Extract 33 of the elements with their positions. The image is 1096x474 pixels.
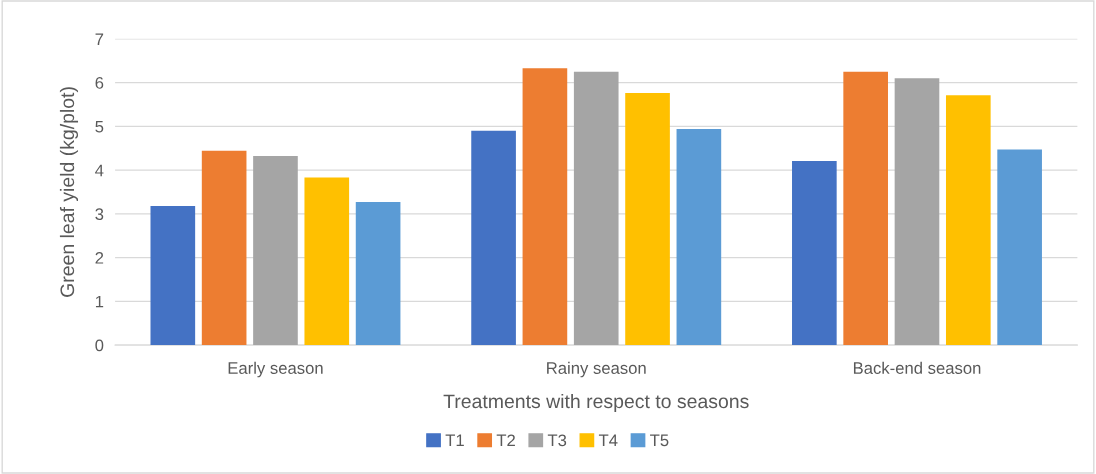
bar <box>997 149 1042 346</box>
bar <box>201 150 247 346</box>
bar <box>304 177 350 346</box>
bar <box>676 128 722 346</box>
x-axis-title: Treatments with respect to seasons <box>443 393 749 413</box>
y-tick-label: 2 <box>95 251 104 264</box>
legend-label: T4 <box>598 434 618 447</box>
bar <box>843 71 888 346</box>
bar <box>573 71 619 346</box>
legend-label: T1 <box>445 434 464 447</box>
y-axis-title: Green leaf yield (kg/plot) <box>59 87 79 297</box>
bar <box>355 202 401 346</box>
x-tick-label: Rainy season <box>547 361 646 378</box>
bar <box>894 78 940 346</box>
bar <box>471 130 516 346</box>
y-tick-label: 5 <box>95 120 104 133</box>
legend-label: T5 <box>650 434 669 447</box>
x-tick-label: Back-end season <box>853 361 981 374</box>
bar <box>945 95 991 346</box>
legend-label: T2 <box>496 434 515 447</box>
x-tick-label: Early season <box>228 361 323 378</box>
bar <box>625 93 670 346</box>
bar <box>522 68 568 346</box>
bar <box>253 156 298 346</box>
y-tick-label: 0 <box>95 339 104 352</box>
y-tick-label: 1 <box>95 295 104 308</box>
y-tick-label: 3 <box>95 208 104 221</box>
bar <box>792 160 837 346</box>
legend-label: T3 <box>547 434 567 447</box>
y-tick-label: 4 <box>95 164 104 177</box>
y-tick-label: 6 <box>95 77 104 89</box>
bar <box>150 205 196 346</box>
y-tick-label: 7 <box>95 33 104 45</box>
